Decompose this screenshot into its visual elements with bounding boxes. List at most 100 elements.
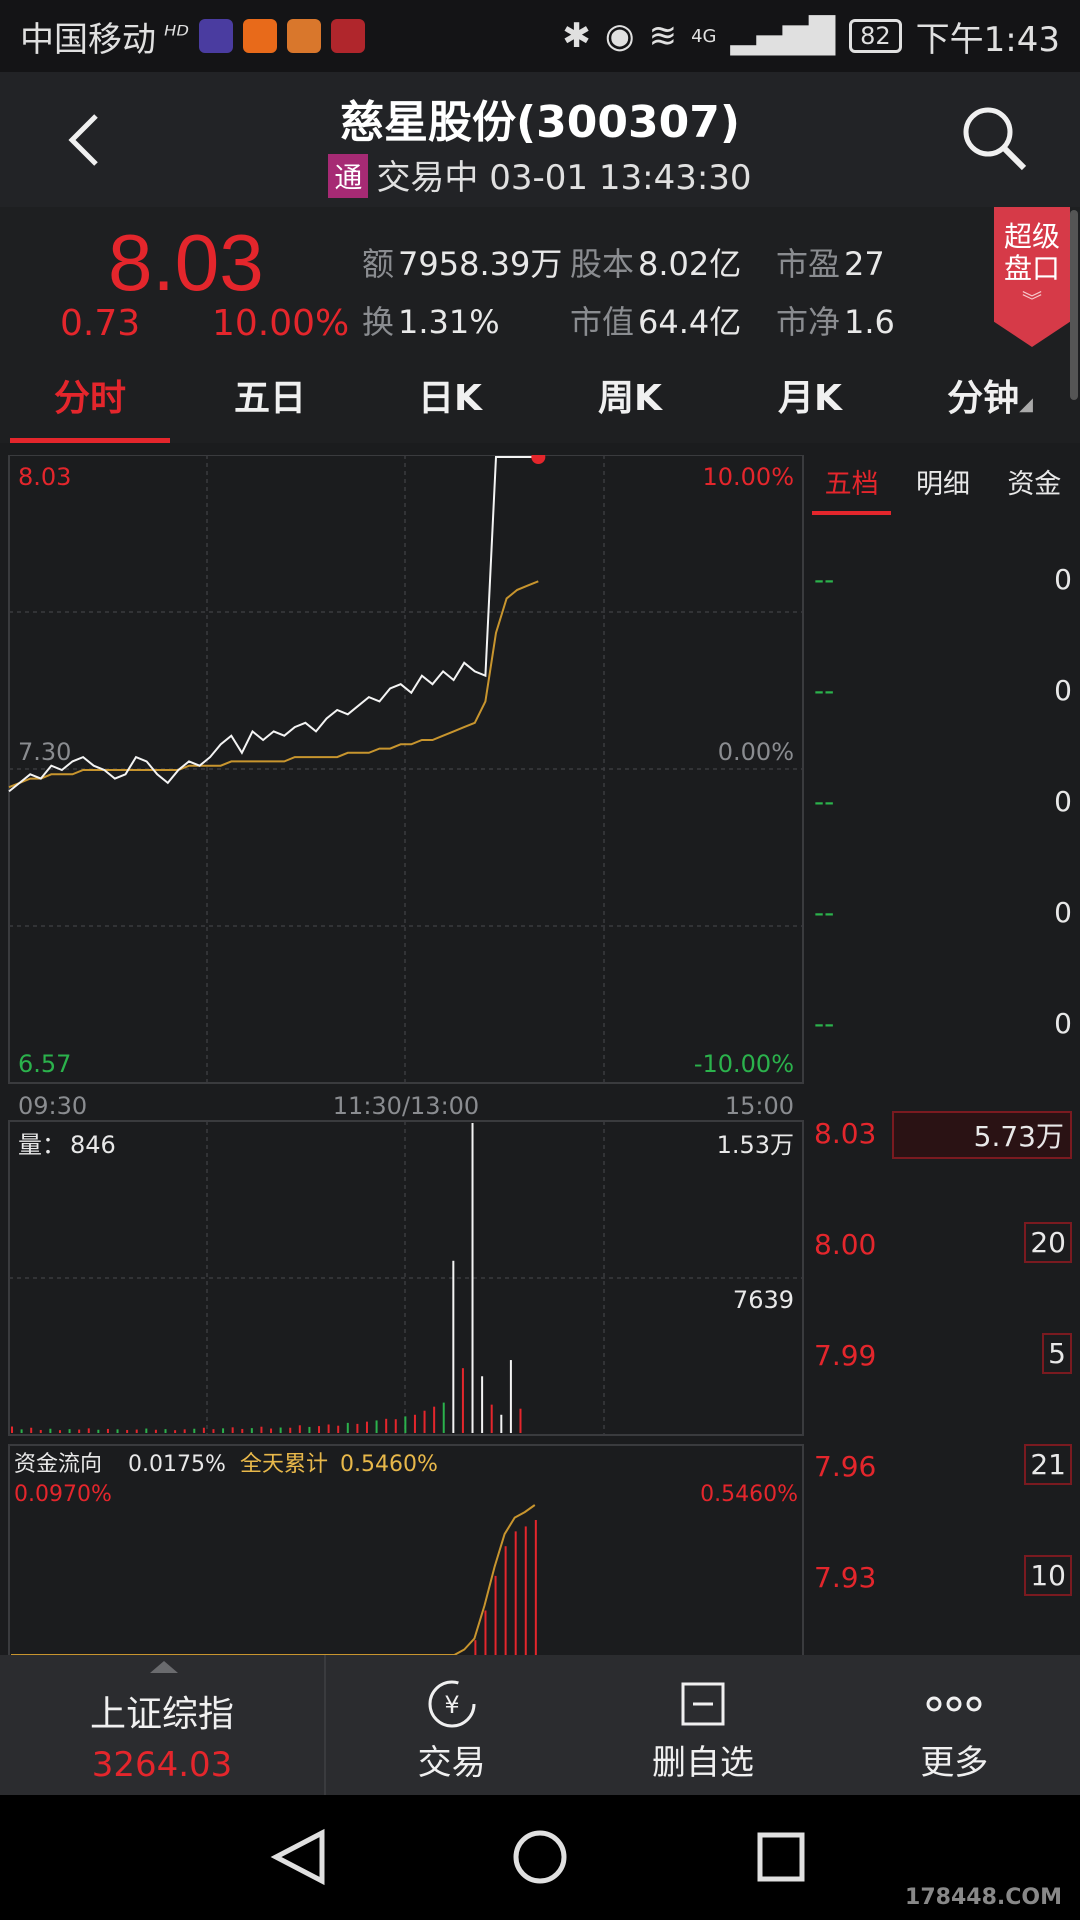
tab-details[interactable]: 明细 <box>915 469 970 500</box>
tab-five-levels[interactable]: 五档 <box>806 455 897 515</box>
volume-bar <box>126 1429 129 1433</box>
volume-bar <box>385 1418 388 1433</box>
sell-level-5: -- 0 <box>814 563 1072 596</box>
chevron-down-icon: ︾ <box>1022 289 1042 313</box>
price-change: 0.73 <box>60 303 141 344</box>
connect-badge: 通 <box>328 154 369 198</box>
nav-recents-button[interactable] <box>757 1832 805 1882</box>
pct-mid-label: 0.00% <box>718 738 794 766</box>
volume-bar <box>423 1410 426 1433</box>
volume-bar <box>337 1425 340 1433</box>
remove-watchlist-button[interactable]: 删自选 <box>577 1655 828 1795</box>
more-button[interactable]: 更多 <box>829 1655 1080 1795</box>
volume-bar <box>20 1429 23 1433</box>
buy-level-1: 8.03 5.73万 <box>806 1109 1072 1159</box>
time-start-label: 09:30 <box>18 1092 87 1120</box>
volume-bar <box>250 1428 253 1433</box>
tab-daily-k[interactable]: 日K <box>418 378 482 419</box>
order-book: 五档 明细 资金 -- 0 -- 0 -- 0 -- 0 -- 0 8.03 5.73万 8… <box>806 455 1080 1655</box>
volume-bar <box>212 1429 215 1433</box>
volume-bar <box>11 1426 13 1433</box>
tab-minute[interactable]: 分钟◢ <box>947 378 1033 419</box>
svg-text:¥: ¥ <box>444 1691 459 1719</box>
trade-button[interactable]: ¥ 交易 <box>326 1655 577 1795</box>
volume-bar <box>404 1416 407 1433</box>
more-label: 更多 <box>920 1743 989 1783</box>
network-type: 4G <box>691 25 717 47</box>
tab-funds[interactable]: 资金 <box>1007 469 1062 500</box>
chart-canvas: 8.03 10.00% 7.30 0.00% 6.57 -10.00% 09:3… <box>8 450 804 1666</box>
volume-bar <box>174 1430 177 1433</box>
system-nav-bar: 178448.COM <box>0 1795 1080 1920</box>
buy-level-2: 8.00 20 <box>806 1220 1072 1270</box>
buy-level-3: 7.99 5 <box>806 1331 1072 1381</box>
market-cap-stat: 市值 64.4亿 <box>570 303 742 341</box>
sell-level-4: -- 0 <box>814 674 1072 707</box>
super-panel-button[interactable]: 超级盘口 ︾ <box>994 207 1070 347</box>
tab-monthly-k[interactable]: 月K <box>778 378 842 419</box>
fund-flow-total-value: 0.5460% <box>340 1452 438 1477</box>
volume-bar <box>30 1427 33 1433</box>
volume-bar <box>78 1429 81 1433</box>
dropdown-corner-icon: ◢ <box>1019 394 1033 415</box>
more-dots-icon <box>829 1673 1080 1735</box>
pe-stat: 市盈 27 <box>776 245 885 283</box>
tab-weekly-k[interactable]: 周K <box>598 378 662 419</box>
intraday-chart[interactable]: 8.03 10.00% 7.30 0.00% 6.57 -10.00% 09:3… <box>8 450 804 1666</box>
index-value: 3264.03 <box>91 1745 233 1785</box>
index-ticker[interactable]: 上证综指 3264.03 <box>0 1655 326 1795</box>
buy-level-5: 7.93 10 <box>806 1553 1072 1603</box>
nav-home-button[interactable] <box>513 1830 567 1884</box>
time-end-label: 15:00 <box>725 1092 794 1120</box>
eye-comfort-icon: ◉ <box>604 16 635 56</box>
volume-bar <box>193 1428 196 1433</box>
price-low-label: 6.57 <box>18 1050 71 1078</box>
fund-flow-bar <box>494 1575 497 1655</box>
volume-bar <box>116 1429 119 1433</box>
volume-bar <box>154 1429 157 1433</box>
fund-flow-label: 资金流向 <box>14 1452 102 1477</box>
fund-flow-value: 0.0175% <box>128 1452 226 1477</box>
fund-flow-total-label: 全天累计 <box>240 1452 328 1477</box>
search-button[interactable] <box>958 102 1030 174</box>
volume-bar <box>318 1426 321 1433</box>
nav-back-button[interactable] <box>270 1828 325 1886</box>
price-line <box>8 456 539 793</box>
last-price: 8.03 <box>108 218 264 307</box>
volume-bar <box>39 1429 42 1433</box>
stock-title: 慈星股份(300307) <box>340 97 740 148</box>
volume-bar <box>241 1428 244 1433</box>
volume-bar <box>442 1402 445 1433</box>
capital-stat: 股本 8.02亿 <box>570 245 742 283</box>
volume-bar <box>270 1428 273 1433</box>
fund-flow-bar <box>514 1531 517 1655</box>
volume-bar <box>346 1422 349 1433</box>
volume-bar <box>135 1429 138 1433</box>
status-bar: 中国移动 ᴴᴰ ✱ ◉ ≋ 4G ▂▄▆█ 82 下午1:43 <box>0 0 1080 72</box>
price-grid <box>9 455 803 1083</box>
last-price-dot <box>531 450 546 464</box>
sell-level-3: -- 0 <box>814 785 1072 818</box>
notification-app-icon <box>286 19 321 53</box>
back-button[interactable] <box>60 110 110 170</box>
volume-bar <box>298 1425 301 1433</box>
tab-intraday[interactable]: 分时 <box>0 355 180 443</box>
volume-bar <box>279 1427 282 1433</box>
average-price-line <box>8 580 539 789</box>
sell-level-1: -- 0 <box>814 1007 1072 1040</box>
volume-bar <box>461 1368 464 1433</box>
battery-icon: 82 <box>849 19 902 53</box>
bluetooth-icon: ✱ <box>562 16 591 56</box>
order-book-tabs: 五档 明细 资金 <box>806 455 1080 515</box>
fund-flow-bar <box>474 1640 477 1655</box>
trade-label: 交易 <box>417 1743 486 1783</box>
tab-five-day[interactable]: 五日 <box>233 378 306 419</box>
stock-header: 慈星股份(300307) 通交易中 03-01 13:43:30 <box>0 72 1080 207</box>
volume-bar <box>356 1423 359 1433</box>
scrollbar[interactable] <box>1070 210 1078 400</box>
caret-up-icon <box>150 1661 178 1673</box>
signal-icon: ▂▄▆█ <box>730 16 836 56</box>
back-arrow-icon <box>68 114 98 166</box>
volume-label: 量： <box>18 1131 66 1159</box>
volume-bar <box>183 1429 186 1433</box>
